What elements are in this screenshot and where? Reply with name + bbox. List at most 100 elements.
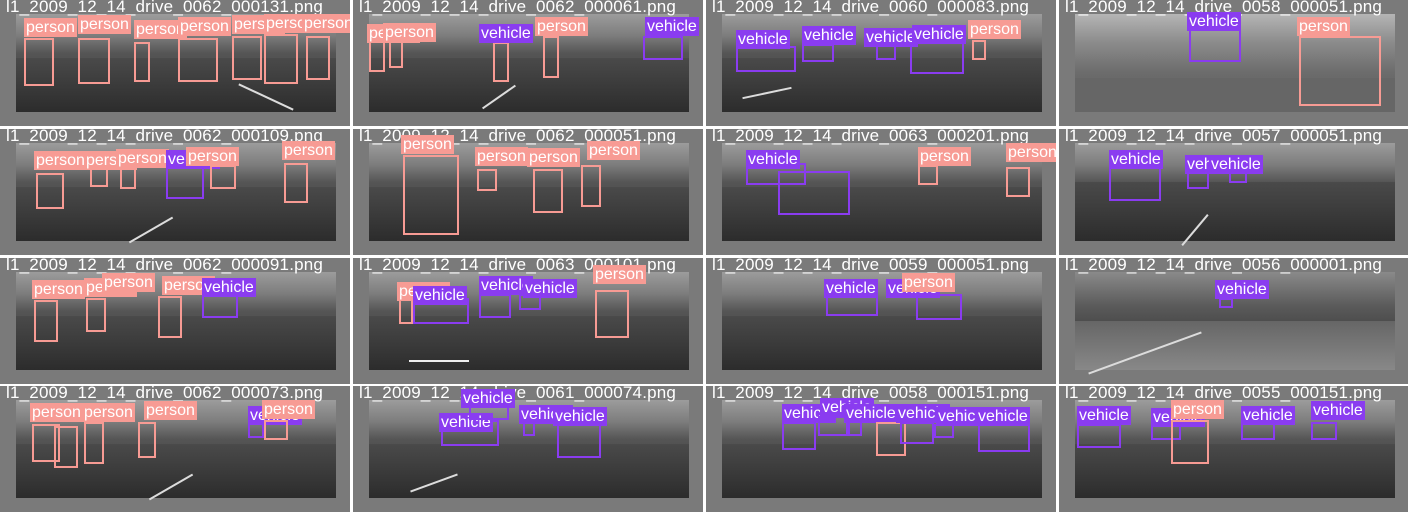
detection-label: person [178,17,231,36]
detection-box [477,169,497,191]
tile[interactable]: l1_2009_12_14_drive_0055_000151.png vehi… [1059,386,1408,512]
detection-box [978,424,1030,452]
detection-box [900,422,934,444]
detection-label: vehicle [479,24,533,43]
detection-box [1077,424,1121,448]
detection-label: person [1171,400,1224,419]
detection-label: vehicle [976,407,1030,426]
tile[interactable]: l1_2009_12_14_drive_0059_000051.png vehi… [706,258,1056,384]
detection-box [120,165,136,189]
detection-box [284,163,308,203]
detection-label: vehicle [553,407,607,426]
detection-label: person [34,151,87,170]
detection-label: person [282,141,335,160]
detection-label: person [30,403,83,422]
detection-label: vehicle [461,389,515,408]
detection-box [1299,36,1381,106]
detection-label: vehicle [844,404,898,423]
detection-label: person [302,14,350,33]
detection-box [934,424,954,438]
detection-box [36,173,64,209]
tile[interactable]: l1_2009_12_14_drive_0062_000061.png pers… [353,0,703,126]
detection-label: person [24,18,77,37]
detection-label: person [102,273,155,292]
detection-box [557,422,601,458]
detection-label: vehicle [439,413,493,432]
detection-label: vehicle [479,276,533,295]
detection-box [543,36,559,78]
tile[interactable]: l1_2009_12_14_drive_0058_000151.png vehi… [706,386,1056,512]
filename-label: l1_2009_12_14_drive_0062_000109.png [6,129,324,145]
filename-label: l1_2009_12_14_drive_0062_000091.png [6,258,324,274]
detection-box [1219,298,1233,308]
detection-label: vehicle [1241,406,1295,425]
detection-box [1189,28,1241,62]
detection-label: person [1297,17,1350,36]
detection-label: vehicle [912,25,966,44]
detection-box [736,46,796,72]
detection-box [1006,167,1030,197]
filename-label: l1_2009_12_14_drive_0058_000051.png [1065,0,1383,16]
detection-box [86,298,106,332]
detection-box [533,169,563,213]
detection-label: vehicle [746,150,800,169]
detection-box [876,422,906,456]
detection-label: person [116,149,169,168]
detection-box [818,416,848,436]
detection-box [34,300,58,342]
detection-box [264,34,298,84]
tile[interactable]: l1_2009_12_14_drive_0063_000201.png vehi… [706,129,1056,255]
detection-label: person [918,147,971,166]
detection-label: vehicle [1109,150,1163,169]
tile[interactable]: l1_2009_12_14_drive_0062_000073.png pers… [0,386,350,512]
tile[interactable]: l1_2009_12_14_drive_0062_000131.png pers… [0,0,350,126]
detection-label: person [1006,143,1056,162]
scene-image [722,143,1042,241]
tile[interactable]: l1_2009_12_14_drive_0060_000083.png vehi… [706,0,1056,126]
filename-label: l1_2009_12_14_drive_0062_000061.png [359,0,677,16]
tile[interactable]: l1_2009_12_14_drive_0063_000101.png pers… [353,258,703,384]
detection-label: person [968,20,1021,39]
detection-box [54,426,78,468]
detection-box [78,38,110,84]
detection-label: person [144,401,197,420]
filename-label: l1_2009_12_14_drive_0063_000201.png [712,129,1030,145]
detection-label: person [527,148,580,167]
detection-box [1109,167,1161,201]
detection-label: vehicle [645,17,699,36]
scene-image [722,272,1042,370]
detection-box [802,44,834,62]
tile[interactable]: l1_2009_12_14_drive_0061_000074.png vehi… [353,386,703,512]
detection-box [493,42,509,82]
detection-label: person [593,265,646,284]
detection-box [84,422,104,464]
detection-box [264,420,288,440]
detection-box [306,36,330,80]
tile[interactable]: l1_2009_12_14_drive_0058_000051.png vehi… [1059,0,1408,126]
filename-label: l1_2009_12_14_drive_0056_000001.png [1065,258,1383,274]
detection-label: person [401,135,454,154]
tile[interactable]: l1_2009_12_14_drive_0057_000051.png vehi… [1059,129,1408,255]
detection-box [138,422,156,458]
detection-label: person [186,147,239,166]
detection-label: vehicle [824,279,878,298]
detection-box [581,165,601,207]
filename-label: l1_2009_12_14_drive_0057_000051.png [1065,129,1383,145]
detection-label: person [475,147,528,166]
detection-box [479,294,511,318]
tile[interactable]: l1_2009_12_14_drive_0056_000001.png vehi… [1059,258,1408,384]
detection-label: person [262,400,315,419]
detection-box [232,36,262,80]
detection-label: person [134,20,187,39]
detection-box [643,36,683,60]
detection-box [595,290,629,338]
detection-box [972,40,986,60]
tile[interactable]: l1_2009_12_14_drive_0062_000091.png pers… [0,258,350,384]
detection-label: vehicle [202,278,256,297]
tile[interactable]: l1_2009_12_14_drive_0062_000109.png pers… [0,129,350,255]
tile[interactable]: l1_2009_12_14_drive_0062_000051.png pers… [353,129,703,255]
detection-box [910,42,964,74]
detection-label: vehicle [1215,280,1269,299]
detection-box [826,296,878,316]
